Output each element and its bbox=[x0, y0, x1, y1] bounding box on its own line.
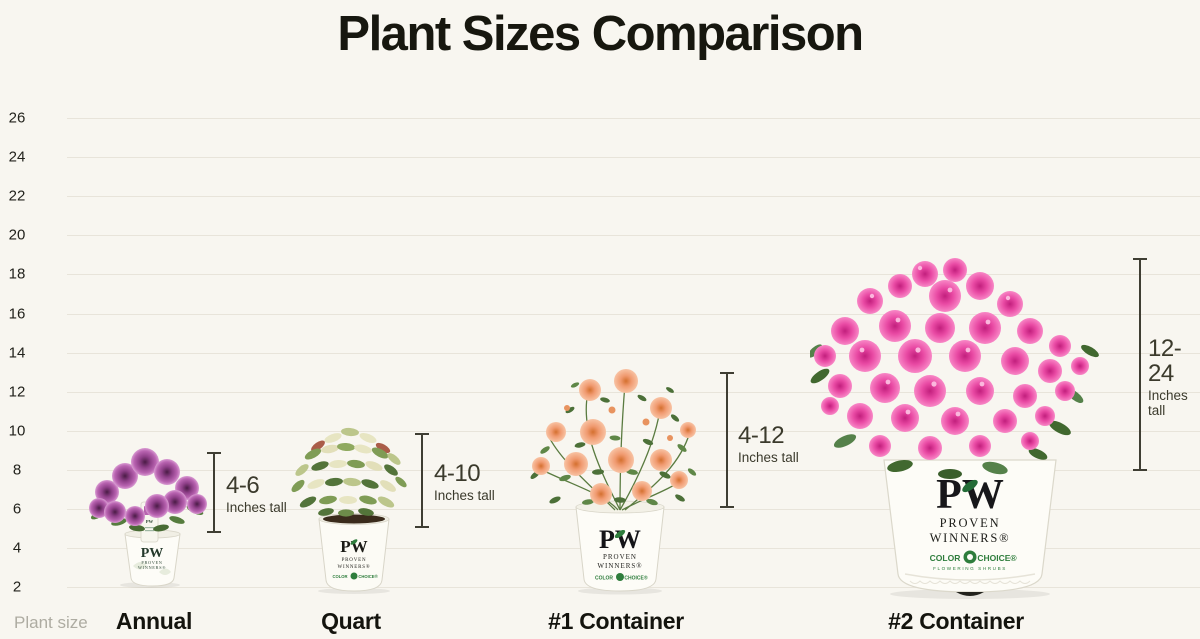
container1-leaves bbox=[530, 382, 697, 506]
pot-pw-logo: PW bbox=[599, 525, 641, 554]
height-ruler-annual bbox=[207, 452, 221, 533]
pot-winners-text: WINNERS® bbox=[597, 562, 642, 570]
annual-plant-photo: PW PROVEN WINNERS® PW bbox=[89, 448, 207, 588]
container1-rosebuds bbox=[564, 405, 673, 441]
category-label-2-container: #2 Container bbox=[888, 608, 1024, 634]
gridline bbox=[67, 274, 1200, 275]
y-axis-tick: 22 bbox=[8, 187, 26, 205]
y-axis-tick: 16 bbox=[8, 305, 26, 323]
gridline bbox=[67, 392, 1200, 393]
quart-pot: PW PROVEN WINNERS® COLOR CHOICE® bbox=[318, 513, 390, 592]
pot-choice-text: CHOICE® bbox=[358, 574, 378, 579]
range-value: 4-10 bbox=[434, 460, 481, 487]
height-ruler-1-container bbox=[720, 372, 734, 508]
range-unit: Inches tall bbox=[226, 500, 287, 516]
gridline bbox=[67, 431, 1200, 432]
container1-roses bbox=[532, 369, 696, 505]
height-ruler-2-container bbox=[1133, 258, 1147, 471]
range-label-annual: 4-6 Inches tall bbox=[226, 473, 287, 515]
container2-flowers bbox=[814, 258, 1089, 460]
y-axis-tick: 24 bbox=[8, 148, 26, 166]
container1-pot: PW PROVEN WINNERS® COLOR CHOICE® bbox=[575, 500, 665, 592]
container2-plant-photo: PW PROVEN WINNERS® COLOR CHOICE® FLOWERI… bbox=[810, 258, 1099, 599]
pot-winners-text: WINNERS® bbox=[338, 564, 371, 570]
range-value: 4-6 bbox=[226, 472, 260, 499]
container2-pot: PW PROVEN WINNERS® COLOR CHOICE® FLOWERI… bbox=[883, 459, 1057, 596]
pot-proven-text: PROVEN bbox=[940, 516, 1001, 530]
y-axis-tick: 18 bbox=[8, 265, 26, 283]
range-label-1-container: 4-12 Inches tall bbox=[738, 423, 799, 465]
pot-pw-logo: PW bbox=[936, 472, 1004, 518]
gridline bbox=[67, 157, 1200, 158]
quart-plant-photo: PW PROVEN WINNERS® COLOR CHOICE® bbox=[291, 427, 407, 594]
range-value: 12-24 bbox=[1148, 335, 1182, 388]
range-value: 4-12 bbox=[738, 422, 785, 449]
height-ruler-quart bbox=[415, 433, 429, 528]
y-axis-tick: 20 bbox=[8, 226, 26, 244]
pot-proven-text: PROVEN bbox=[603, 553, 637, 561]
y-axis-tick: 12 bbox=[8, 383, 26, 401]
range-label-quart: 4-10 Inches tall bbox=[434, 461, 495, 503]
gridline bbox=[67, 235, 1200, 236]
pot-color-text: COLOR bbox=[332, 574, 347, 579]
y-axis-tick: 8 bbox=[12, 461, 22, 479]
gridline bbox=[67, 353, 1200, 354]
y-axis-tick: 2 bbox=[12, 578, 22, 596]
quart-foliage bbox=[291, 427, 407, 517]
category-label-annual: Annual bbox=[115, 608, 193, 634]
pot-pw-logo: PW bbox=[340, 537, 367, 556]
gridline bbox=[67, 196, 1200, 197]
pot-winners-text: WINNERS® bbox=[138, 565, 166, 570]
y-axis-tick: 6 bbox=[12, 500, 22, 518]
container1-plant-photo: PW PROVEN WINNERS® COLOR CHOICE® bbox=[530, 369, 697, 595]
page-title: Plant Sizes Comparison bbox=[337, 7, 864, 61]
gridline bbox=[67, 314, 1200, 315]
pot-proven-text: PROVEN bbox=[141, 560, 162, 565]
pot-color-text: COLOR bbox=[595, 576, 613, 582]
y-axis-tick: 4 bbox=[12, 539, 22, 557]
pot-color-text: COLOR bbox=[930, 553, 961, 563]
pot-proven-text: PROVEN bbox=[342, 558, 367, 563]
x-axis-title: Plant size bbox=[14, 613, 88, 632]
soil bbox=[323, 514, 385, 524]
pot-choice-text: CHOICE® bbox=[977, 553, 1017, 563]
y-axis-tick: 14 bbox=[8, 344, 26, 362]
container2-flower-highlights bbox=[859, 265, 1011, 417]
range-unit: Inches tall bbox=[1148, 388, 1188, 418]
range-unit: Inches tall bbox=[738, 450, 799, 466]
gridline bbox=[67, 118, 1200, 119]
pot-pw-logo: PW bbox=[141, 546, 164, 561]
y-axis-tick: 10 bbox=[8, 422, 26, 440]
y-axis-tick: 26 bbox=[8, 109, 26, 127]
pot-winners-text: WINNERS® bbox=[930, 531, 1011, 545]
category-label-1-container: #1 Container bbox=[548, 608, 684, 634]
range-label-2-container: 12-24 Inches tall bbox=[1148, 336, 1200, 418]
category-label-quart: Quart bbox=[321, 608, 381, 634]
pot-flowering-shrubs-text: FLOWERING SHRUBS bbox=[933, 566, 1007, 571]
tag-pw-logo: PW bbox=[146, 519, 154, 524]
range-unit: Inches tall bbox=[434, 488, 495, 504]
pot-choice-text: CHOICE® bbox=[624, 575, 647, 582]
annual-flowers bbox=[89, 448, 207, 526]
